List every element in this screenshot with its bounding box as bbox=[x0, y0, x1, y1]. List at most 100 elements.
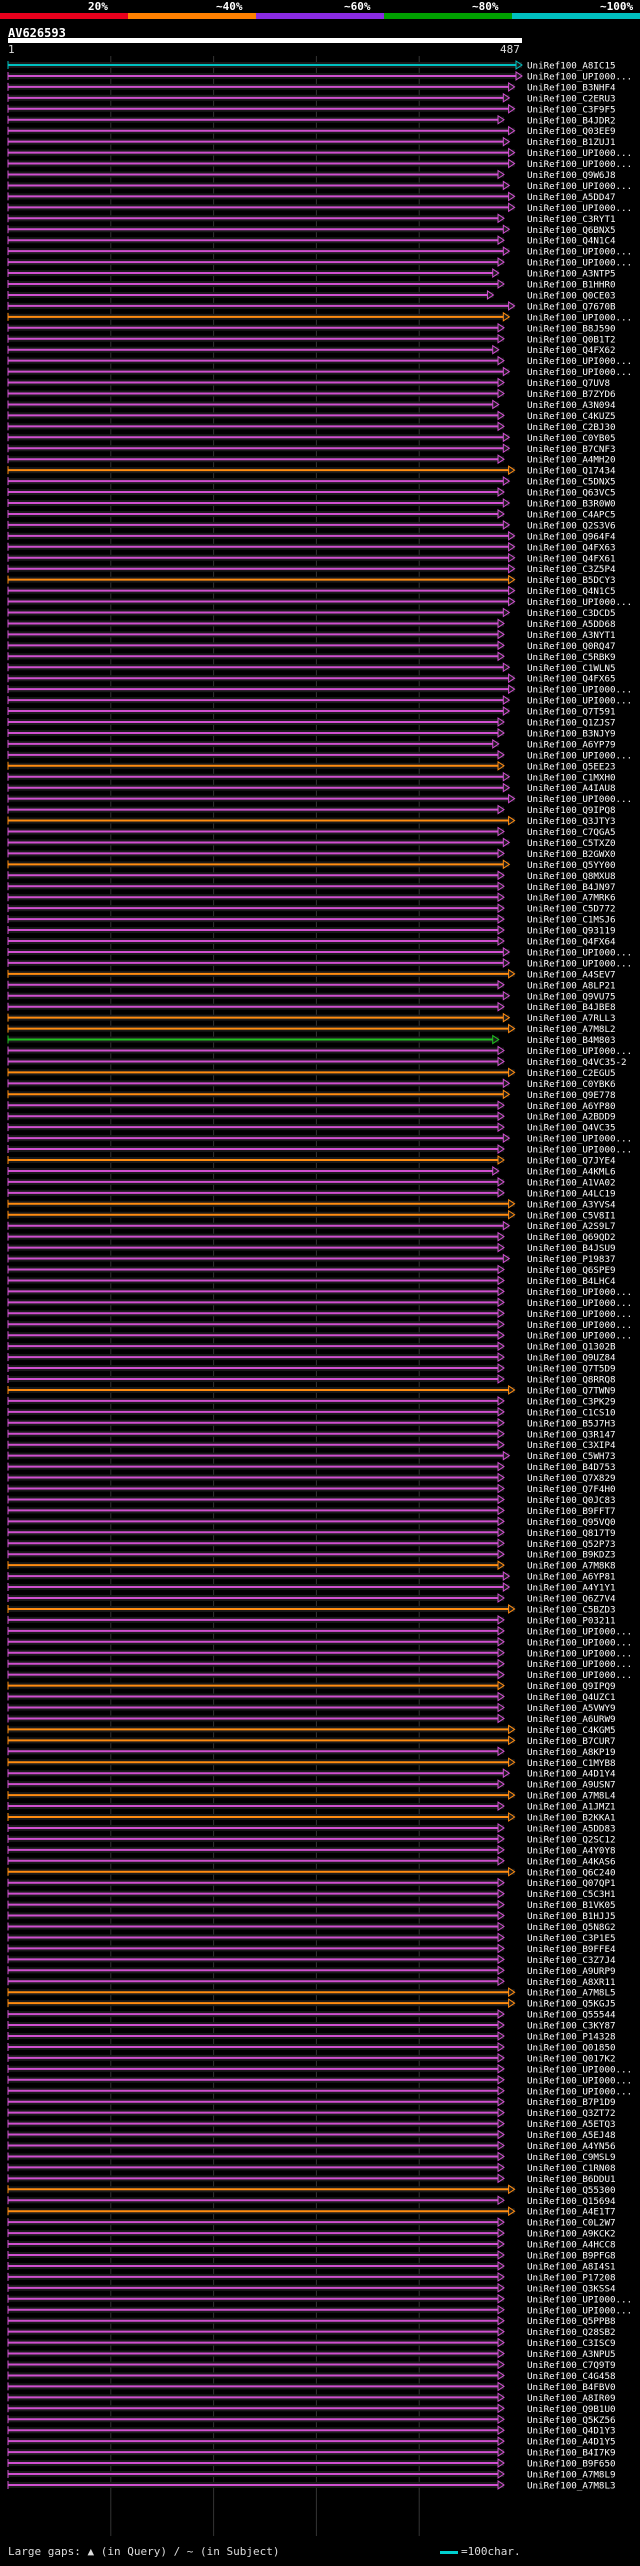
hit-label: UniRef100_Q52P73 bbox=[527, 1539, 616, 1550]
hit-label: UniRef100_UPI000... bbox=[527, 685, 632, 696]
hit-arrow bbox=[497, 1439, 505, 1450]
hit-row: UniRef100_B4M803 bbox=[7, 1034, 616, 1046]
hit-label: UniRef100_A4YN56 bbox=[527, 2141, 616, 2152]
hit-arrow bbox=[508, 596, 516, 607]
hit-label: UniRef100_C5WH73 bbox=[527, 1451, 616, 1462]
hit-label: UniRef100_Q0JC83 bbox=[527, 1495, 616, 1506]
hit-label: UniRef100_Q7X829 bbox=[527, 1473, 616, 1484]
hit-row: UniRef100_Q17434 bbox=[7, 465, 616, 477]
hit-arrow bbox=[502, 695, 511, 706]
identity-color-legend: 20% ~40% ~60% ~80% ~100% bbox=[0, 0, 640, 26]
hit-row: UniRef100_B3R0W0 bbox=[7, 498, 616, 510]
hit-label: UniRef100_A3YVS4 bbox=[527, 1199, 616, 1210]
hit-label: UniRef100_Q4FX62 bbox=[527, 345, 616, 356]
hit-label: UniRef100_Q9IPQ8 bbox=[527, 805, 616, 816]
hit-row: UniRef100_Q0JC83 bbox=[7, 1494, 616, 1506]
hit-label: UniRef100_C5V8I1 bbox=[527, 1210, 616, 1221]
hit-row: UniRef100_C1MYB8 bbox=[7, 1757, 616, 1769]
hit-row: UniRef100_Q6C240 bbox=[7, 1866, 616, 1878]
hit-arrow bbox=[497, 377, 505, 388]
hit-row: UniRef100_B1HJJ5 bbox=[7, 1910, 616, 1922]
hit-arrow bbox=[508, 202, 516, 213]
hit-arrow bbox=[502, 476, 511, 487]
hit-row: UniRef100_Q817T9 bbox=[7, 1527, 616, 1539]
hit-arrow bbox=[508, 1812, 516, 1822]
hit-row: UniRef100_C3Z5P4 bbox=[7, 563, 616, 575]
hit-label: UniRef100_B3NJY9 bbox=[527, 728, 616, 739]
hit-label: UniRef100_B9FFT7 bbox=[527, 1506, 616, 1517]
hit-arrow bbox=[508, 1757, 516, 1768]
hit-row: UniRef100_B2GWX0 bbox=[7, 848, 616, 860]
hit-row: UniRef100_C2EGU5 bbox=[7, 1067, 616, 1079]
hit-row: UniRef100_UPI000... bbox=[7, 1286, 632, 1298]
hit-label: UniRef100_A4Y0Y8 bbox=[527, 1845, 616, 1856]
hit-label: UniRef100_A8KP19 bbox=[527, 1747, 616, 1758]
hit-row: UniRef100_A3YVS4 bbox=[7, 1198, 616, 1210]
hit-label: UniRef100_A2BDD9 bbox=[527, 1112, 616, 1123]
hit-arrow bbox=[497, 1187, 505, 1198]
hit-label: UniRef100_C2EGU5 bbox=[527, 1068, 616, 1079]
hit-row: UniRef100_UPI000... bbox=[7, 596, 632, 608]
hit-label: UniRef100_A8LP21 bbox=[527, 980, 616, 991]
hit-row: UniRef100_B4FBV0 bbox=[7, 2381, 616, 2393]
hit-label: UniRef100_B4D753 bbox=[527, 1462, 616, 1473]
hit-arrow bbox=[497, 2403, 505, 2414]
query-end-label: 487 bbox=[500, 43, 520, 56]
hit-arrow bbox=[497, 2217, 505, 2228]
hit-arrow bbox=[497, 2173, 505, 2184]
hit-row: UniRef100_C3PK29 bbox=[7, 1395, 616, 1407]
hit-row: UniRef100_Q4N1C5 bbox=[7, 585, 616, 597]
hit-row: UniRef100_Q4D1Y3 bbox=[7, 2425, 616, 2437]
hit-arrow bbox=[497, 1669, 505, 1680]
hit-label: UniRef100_UPI000... bbox=[527, 1046, 632, 1057]
hit-row: UniRef100_Q63VC5 bbox=[7, 487, 616, 499]
hit-row: UniRef100_Q4FX64 bbox=[7, 936, 616, 948]
hit-row: UniRef100_C5RBK9 bbox=[7, 651, 616, 663]
hit-arrow bbox=[497, 925, 505, 935]
hit-row: UniRef100_B9F650 bbox=[7, 2458, 616, 2470]
hit-row: UniRef100_UPI000... bbox=[7, 1658, 632, 1670]
hit-row: UniRef100_C3ISC9 bbox=[7, 2337, 616, 2349]
hit-label: UniRef100_C0YBK6 bbox=[527, 1079, 616, 1090]
hit-row: UniRef100_A2S9L7 bbox=[7, 1220, 616, 1232]
hit-row: UniRef100_C3DCD5 bbox=[7, 607, 616, 619]
hit-row: UniRef100_A4Y0Y8 bbox=[7, 1844, 616, 1856]
hit-label: UniRef100_P17208 bbox=[527, 2272, 616, 2283]
hit-arrow bbox=[497, 1352, 505, 1363]
hit-row: UniRef100_C4G458 bbox=[7, 2370, 616, 2382]
hit-arrow bbox=[497, 2151, 505, 2162]
hit-label: UniRef100_UPI000... bbox=[527, 1637, 632, 1648]
hit-row: UniRef100_A6URW9 bbox=[7, 1713, 616, 1725]
hit-row: UniRef100_C3F9F5 bbox=[7, 103, 616, 115]
hit-row: UniRef100_Q69QD2 bbox=[7, 1231, 616, 1243]
hit-row: UniRef100_A9URP9 bbox=[7, 1965, 616, 1977]
hit-arrow bbox=[497, 1877, 505, 1888]
legend-color-5 bbox=[512, 13, 640, 19]
hit-arrow bbox=[508, 158, 516, 169]
hit-arrow bbox=[497, 1176, 505, 1187]
hit-arrow bbox=[497, 2042, 505, 2052]
hit-label: UniRef100_A9USN7 bbox=[527, 1780, 616, 1791]
hit-arrow bbox=[497, 1231, 505, 1242]
hit-label: UniRef100_Q9W6J8 bbox=[527, 170, 616, 181]
hit-arrow bbox=[497, 629, 505, 640]
hit-arrow bbox=[497, 2074, 505, 2085]
hit-arrow bbox=[497, 717, 505, 727]
hit-label: UniRef100_C1WLN5 bbox=[527, 663, 616, 674]
hit-arrow bbox=[497, 2228, 505, 2239]
hit-label: UniRef100_Q3R147 bbox=[527, 1429, 616, 1440]
hit-arrow bbox=[497, 1319, 505, 1330]
hit-label: UniRef100_Q0B1T2 bbox=[527, 334, 616, 345]
hit-arrow bbox=[497, 1363, 505, 1373]
hit-label: UniRef100_UPI000... bbox=[527, 947, 632, 958]
hit-row: UniRef100_C5BZD3 bbox=[7, 1604, 616, 1615]
hit-arrow bbox=[508, 541, 516, 552]
hit-arrow bbox=[497, 2239, 505, 2249]
hit-arrow bbox=[497, 1472, 505, 1483]
hit-arrow bbox=[502, 136, 511, 147]
hit-row: UniRef100_A8KP19 bbox=[7, 1746, 616, 1758]
hit-arrow bbox=[502, 311, 511, 322]
hit-row: UniRef100_C1MXH0 bbox=[7, 771, 616, 783]
hit-arrow bbox=[497, 1242, 505, 1253]
hit-arrow bbox=[497, 1374, 505, 1384]
